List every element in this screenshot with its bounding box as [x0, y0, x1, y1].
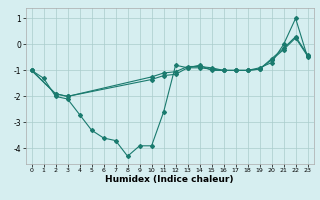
X-axis label: Humidex (Indice chaleur): Humidex (Indice chaleur): [105, 175, 234, 184]
